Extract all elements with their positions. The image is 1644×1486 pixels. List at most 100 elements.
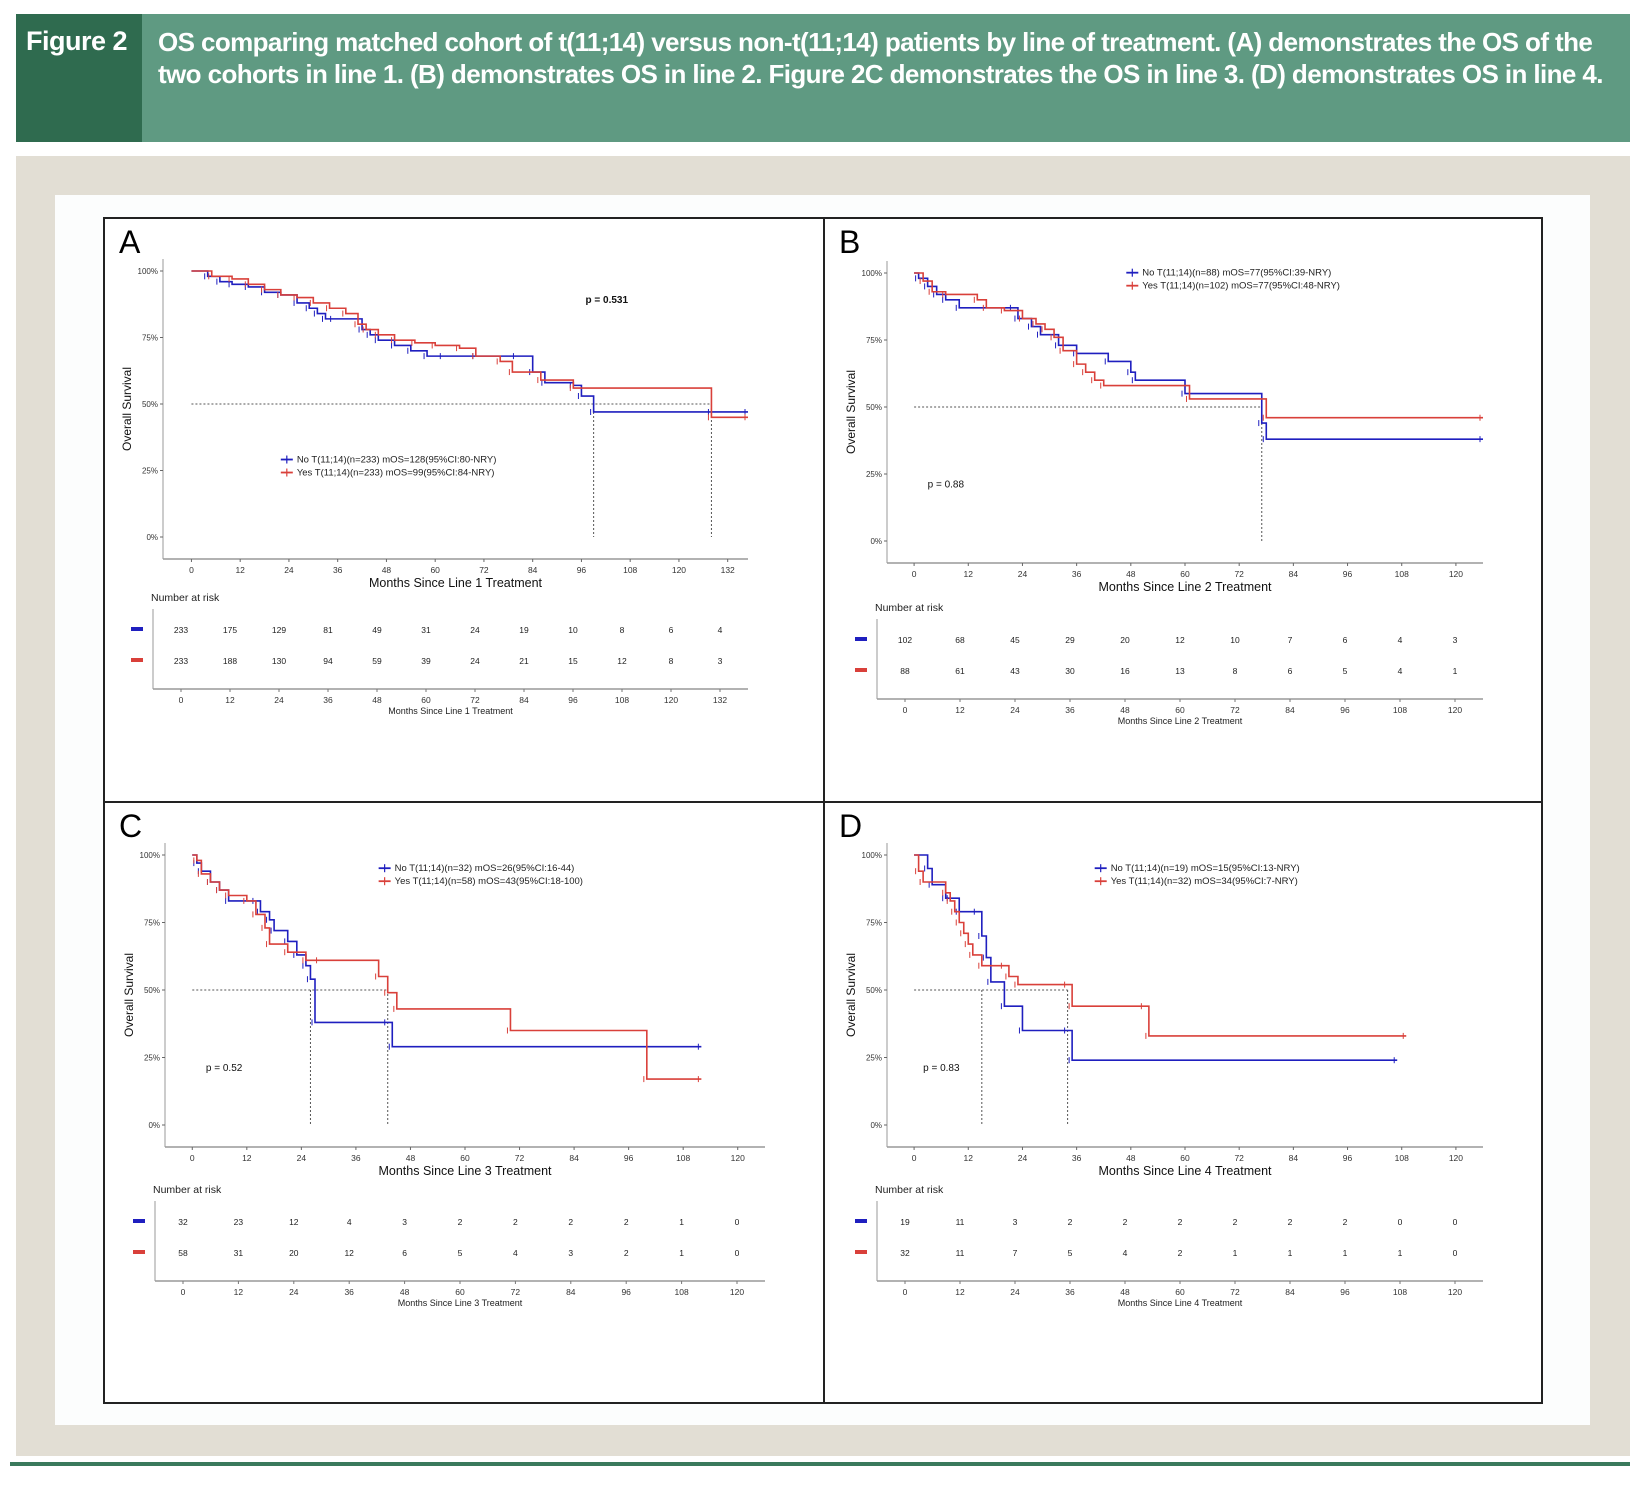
risk-row-swatch-no [131,627,143,631]
risk-x-tick-label: 96 [1340,705,1350,715]
x-tick-label: 60 [460,1153,470,1163]
risk-count-yes: 5 [1068,1248,1073,1258]
risk-count-no: 129 [272,625,286,635]
y-axis-label: Overall Survival [122,953,136,1037]
risk-count-yes: 12 [617,656,627,666]
x-tick-label: 12 [964,569,974,579]
survival-curve-yes [914,272,1483,419]
risk-row-swatch-no [855,1219,867,1223]
risk-count-no: 24 [470,625,480,635]
risk-count-yes: 4 [1398,666,1403,676]
grid-divider-vertical [823,219,825,1402]
y-tick-label: 50% [866,986,882,995]
panel-b: B0%25%50%75%100%0 12 24 36 48 60 72 84 96 108 120M… [839,224,1483,726]
risk-row-swatch-yes [131,658,143,662]
survival-curve-no [914,854,1398,1061]
risk-x-tick-label: 24 [1010,705,1020,715]
x-tick-label: 108 [676,1153,690,1163]
risk-count-yes: 8 [1233,666,1238,676]
x-tick-label: 24 [1018,1153,1028,1163]
risk-table-title: Number at risk [875,602,944,614]
risk-x-tick-label: 48 [372,695,382,705]
risk-count-yes: 233 [174,656,188,666]
panel-a: A0%25%50%75%100%0 12 24 36 48 60 72 84 96 108 120 1… [119,224,748,716]
panel-letter: D [839,808,862,844]
risk-count-no: 2 [1233,1217,1238,1227]
risk-count-no: 19 [900,1217,910,1227]
x-tick-label: 108 [1395,569,1409,579]
risk-count-yes: 24 [470,656,480,666]
figure-header: Figure 2 OS comparing matched cohort of … [16,14,1630,142]
risk-count-no: 32 [178,1217,188,1227]
x-tick-label: 0 [912,569,917,579]
risk-x-tick-label: 72 [470,695,480,705]
risk-count-no: 175 [223,625,237,635]
risk-count-yes: 1 [679,1248,684,1258]
y-tick-label: 100% [140,851,160,860]
x-tick-label: 48 [1126,569,1136,579]
x-tick-label: 84 [1289,1153,1299,1163]
x-tick-label: 96 [1343,1153,1353,1163]
x-tick-label: 96 [624,1153,634,1163]
risk-count-yes: 16 [1120,666,1130,676]
y-tick-label: 75% [142,334,158,343]
x-tick-label: 120 [731,1153,745,1163]
p-value: p = 0.83 [923,1063,960,1074]
x-axis-label: Months Since Line 4 Treatment [1098,1164,1272,1178]
survival-curve-yes [192,854,702,1080]
risk-count-yes: 11 [956,1248,965,1258]
legend-label-no: No T(11;14)(n=88) mOS=77(95%CI:39-NRY) [1142,268,1331,279]
risk-count-no: 3 [1013,1217,1018,1227]
panel-letter: B [839,224,860,260]
x-tick-label: 0 [190,1153,195,1163]
x-tick-label: 108 [623,565,637,575]
risk-x-tick-label: 0 [903,705,908,715]
risk-x-tick-label: 0 [181,1287,186,1297]
survival-curve-no [914,272,1483,440]
p-value: p = 0.88 [928,479,965,490]
y-tick-label: 100% [862,269,882,278]
risk-count-no: 1 [679,1217,684,1227]
risk-count-no: 2 [1178,1217,1183,1227]
risk-count-yes: 12 [344,1248,354,1258]
risk-count-yes: 30 [1065,666,1075,676]
risk-count-yes: 2 [624,1248,629,1258]
risk-count-no: 12 [289,1217,299,1227]
x-tick-label: 24 [1018,569,1028,579]
risk-count-no: 8 [620,625,625,635]
legend-label-no: No T(11;14)(n=19) mOS=15(95%CI:13-NRY) [1111,863,1300,874]
y-tick-label: 25% [866,1054,882,1063]
risk-count-no: 11 [956,1217,965,1227]
risk-count-yes: 58 [178,1248,188,1258]
risk-count-yes: 88 [900,666,910,676]
x-tick-label: 36 [1072,569,1082,579]
risk-count-no: 68 [955,635,965,645]
risk-count-yes: 4 [1123,1248,1128,1258]
risk-count-no: 20 [1120,635,1130,645]
risk-x-tick-label: 120 [1448,705,1462,715]
risk-count-no: 45 [1010,635,1020,645]
panel-letter: C [119,808,142,844]
risk-x-tick-label: 108 [615,695,629,705]
x-tick-label: 96 [577,565,587,575]
risk-x-tick-label: 24 [289,1287,299,1297]
risk-count-no: 2 [1288,1217,1293,1227]
risk-x-axis-label: Months Since Line 3 Treatment [398,1298,523,1308]
y-axis-label: Overall Survival [844,370,858,454]
x-tick-label: 24 [284,565,294,575]
risk-x-tick-label: 108 [675,1287,689,1297]
risk-count-no: 4 [347,1217,352,1227]
risk-count-yes: 188 [223,656,237,666]
x-tick-label: 0 [912,1153,917,1163]
y-tick-label: 25% [144,1054,160,1063]
risk-x-tick-label: 120 [1448,1287,1462,1297]
risk-x-tick-label: 0 [179,695,184,705]
x-tick-label: 48 [406,1153,416,1163]
x-axis-label: Months Since Line 1 Treatment [369,576,543,590]
y-axis-label: Overall Survival [120,367,134,451]
risk-x-tick-label: 84 [1285,705,1295,715]
y-tick-label: 50% [144,986,160,995]
risk-table-title: Number at risk [151,592,220,604]
risk-x-tick-label: 72 [1230,1287,1240,1297]
x-tick-label: 36 [1072,1153,1082,1163]
